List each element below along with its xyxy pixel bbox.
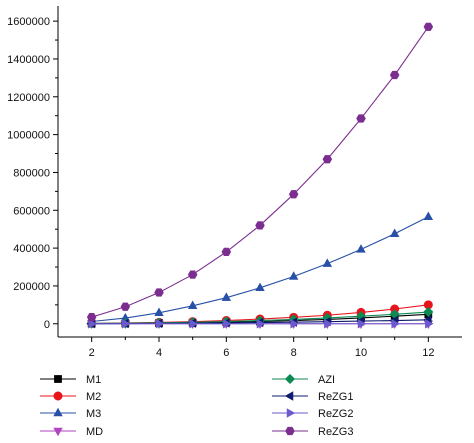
legend-label: MD — [86, 426, 103, 438]
data-point-rezg3 — [154, 288, 164, 297]
legend-marker — [286, 408, 296, 418]
x-tick-label: 8 — [291, 347, 297, 359]
y-axis-ticks: 0 200000 400000 600000 800000 1000000 1200000 1… — [7, 16, 58, 331]
legend-item-rezg3: ReZG3 — [272, 426, 353, 438]
data-point-rezg3 — [356, 114, 366, 123]
data-point-rezg2 — [155, 319, 165, 329]
series-m3 — [86, 211, 434, 325]
data-point-m3 — [389, 228, 400, 237]
data-point-m3 — [154, 307, 164, 317]
legend-marker — [53, 407, 63, 417]
legend-label: ReZG1 — [318, 391, 353, 403]
data-point-rezg2 — [189, 319, 198, 329]
data-point-rezg3 — [322, 155, 333, 164]
series-rezg2 — [88, 319, 434, 329]
legend-item-m3: M3 — [40, 407, 101, 420]
y-tick-label: 600000 — [13, 205, 50, 217]
data-point-m3 — [356, 244, 366, 253]
series-line-m3 — [91, 216, 429, 323]
data-point-m3 — [221, 292, 232, 301]
data-point-rezg2 — [391, 319, 400, 329]
data-point-rezg2 — [88, 319, 97, 329]
legend-label: AZI — [318, 374, 335, 386]
legend-item-rezg1: ReZG1 — [272, 391, 353, 403]
x-tick-label: 6 — [223, 347, 229, 359]
data-point-rezg2 — [290, 319, 299, 329]
data-point-rezg3 — [288, 190, 299, 199]
y-tick-label: 1600000 — [7, 16, 50, 28]
data-point-rezg2 — [324, 319, 333, 329]
data-point-m3 — [255, 282, 265, 292]
x-tick-label: 2 — [89, 347, 95, 359]
y-tick-label: 400000 — [13, 243, 50, 255]
x-axis-ticks: 2 4 6 8 10 12 — [89, 337, 434, 359]
data-point-rezg3 — [120, 302, 131, 311]
data-point-azi — [423, 306, 434, 318]
data-point-rezg2 — [122, 319, 131, 329]
legend: M1 M2 M3 MD AZI ReZG1 ReZG2 ReZG3 — [40, 373, 353, 438]
data-point-m3 — [288, 271, 299, 280]
legend-item-rezg2: ReZG2 — [272, 408, 353, 420]
legend-label: M2 — [86, 391, 101, 403]
series-line-rezg3 — [91, 26, 429, 318]
legend-marker — [53, 391, 63, 401]
legend-label: M1 — [86, 374, 101, 386]
data-point-m3 — [423, 211, 434, 220]
y-tick-label: 200000 — [13, 281, 50, 293]
legend-marker — [53, 427, 63, 437]
y-tick-label: 0 — [44, 319, 50, 331]
legend-item-m1: M1 — [40, 374, 101, 386]
y-tick-label: 800000 — [13, 167, 50, 179]
legend-label: ReZG2 — [318, 408, 353, 420]
legend-marker — [54, 375, 62, 383]
data-point-rezg3 — [187, 270, 198, 279]
legend-marker — [284, 391, 294, 401]
series-layer — [86, 22, 434, 329]
x-tick-label: 4 — [156, 347, 162, 359]
y-tick-label: 1400000 — [7, 54, 50, 66]
x-tick-label: 12 — [422, 347, 434, 359]
data-point-rezg3 — [423, 22, 434, 31]
y-tick-label: 1200000 — [7, 92, 50, 104]
data-point-m3 — [322, 258, 333, 267]
x-tick-label: 10 — [355, 347, 367, 359]
data-point-rezg2 — [357, 319, 367, 329]
data-point-rezg2 — [425, 319, 434, 329]
data-point-m3 — [187, 300, 198, 310]
legend-label: M3 — [86, 408, 101, 420]
legend-item-md: MD — [40, 426, 103, 438]
data-point-rezg3 — [221, 247, 232, 256]
data-point-rezg3 — [389, 70, 400, 80]
series-rezg3 — [86, 22, 434, 322]
legend-marker — [284, 373, 296, 385]
data-point-rezg3 — [86, 313, 97, 322]
data-point-rezg3 — [255, 221, 265, 230]
legend-label: ReZG3 — [318, 426, 353, 438]
legend-item-m2: M2 — [40, 391, 101, 403]
legend-item-azi: AZI — [272, 373, 335, 386]
legend-marker — [285, 426, 295, 436]
data-point-rezg2 — [256, 319, 266, 329]
y-tick-label: 1000000 — [7, 130, 50, 142]
data-point-rezg2 — [223, 319, 232, 329]
